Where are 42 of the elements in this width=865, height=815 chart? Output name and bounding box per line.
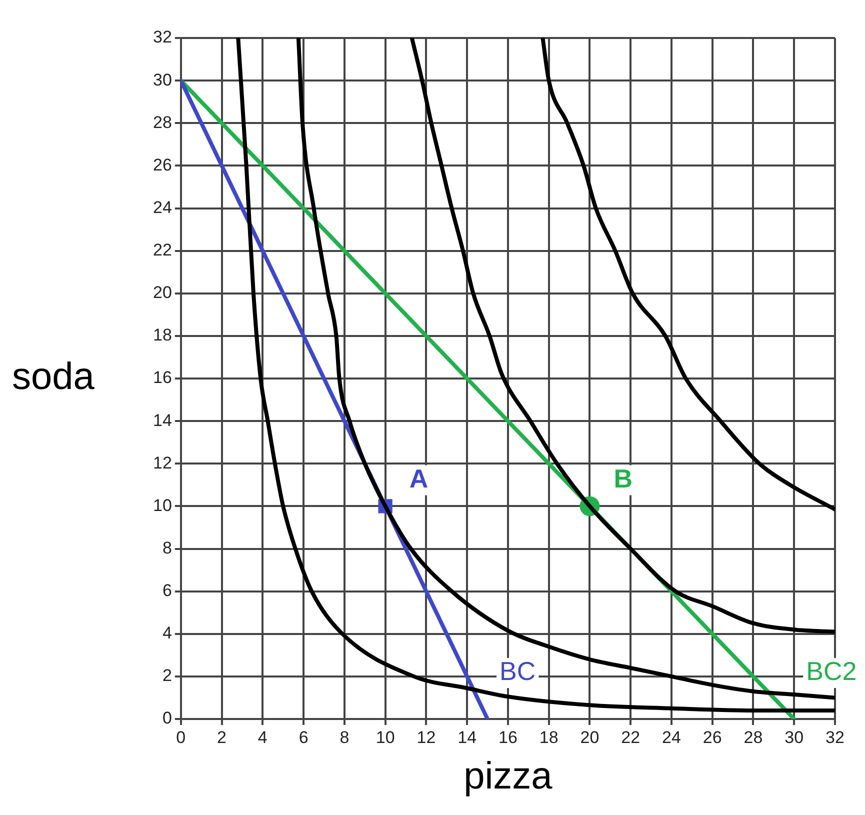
y-tick-label: 30 <box>152 70 172 90</box>
x-tick-label: 4 <box>258 728 268 747</box>
x-tick-label: 10 <box>376 728 395 747</box>
y-tick-label: 22 <box>152 240 172 260</box>
y-tick-label: 8 <box>162 538 172 558</box>
y-tick-label: 24 <box>152 198 172 217</box>
y-tick-label: 14 <box>152 410 172 430</box>
x-tick-label: 30 <box>784 728 804 747</box>
y-tick-label: 26 <box>152 155 172 174</box>
y-tick-label: 12 <box>152 453 172 472</box>
series-label: B <box>614 463 632 494</box>
x-tick-label: 0 <box>176 728 186 747</box>
y-tick-label: 16 <box>152 368 172 388</box>
y-tick-label: 0 <box>162 708 172 728</box>
series-label: BC <box>500 656 536 686</box>
y-tick-label: 4 <box>162 624 172 643</box>
x-tick-label: 16 <box>498 728 518 747</box>
x-tick-label: 6 <box>298 728 308 747</box>
x-tick-label: 12 <box>416 728 436 747</box>
y-tick-label: 32 <box>152 28 172 47</box>
x-tick-label: 2 <box>217 728 227 747</box>
line-series <box>540 38 835 512</box>
x-tick-label: 26 <box>702 728 722 747</box>
x-tick-label: 20 <box>580 728 600 747</box>
x-tick-label: 14 <box>458 728 477 747</box>
x-axis-title: pizza <box>464 756 554 798</box>
x-tick-label: 24 <box>662 728 681 747</box>
x-tick-label: 18 <box>539 728 558 747</box>
series-label: A <box>409 463 428 494</box>
x-tick-label: 8 <box>340 728 350 747</box>
y-axis-title: soda <box>12 356 96 398</box>
line-series <box>410 38 835 634</box>
y-tick-label: 28 <box>152 112 172 132</box>
x-tick-label: 22 <box>621 728 640 747</box>
y-tick-label: 6 <box>162 581 172 600</box>
x-tick-label: 32 <box>826 728 844 747</box>
y-tick-label: 10 <box>152 496 172 515</box>
y-tick-label: 20 <box>152 283 172 302</box>
y-tick-label: 2 <box>162 666 172 686</box>
x-tick-label: 28 <box>744 728 763 747</box>
series-label: BC2 <box>806 656 857 686</box>
y-tick-label: 18 <box>152 326 172 345</box>
